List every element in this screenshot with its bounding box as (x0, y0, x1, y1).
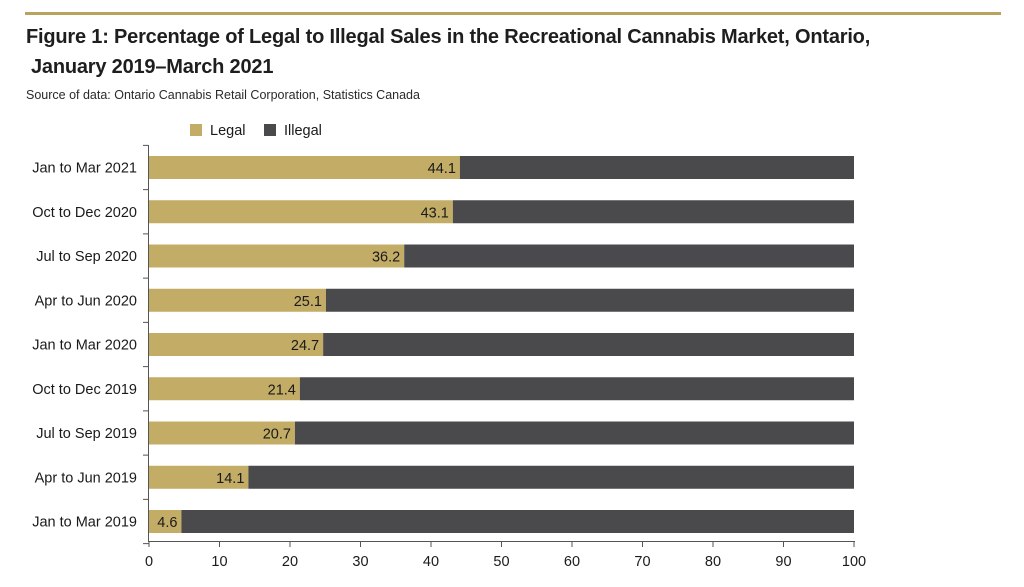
bar-legal (149, 421, 295, 445)
bar-illegal (452, 200, 854, 224)
bar-legal (149, 510, 182, 533)
x-tick-label: 40 (423, 554, 439, 570)
bar-legal (149, 333, 324, 356)
category-label: Jul to Sep 2019 (36, 426, 137, 442)
bar-value-label: 43.1 (421, 205, 449, 221)
bar-value-label: 14.1 (216, 471, 244, 487)
bar-value-label: 44.1 (428, 161, 456, 177)
chart-legend: Legal Illegal (190, 123, 322, 139)
category-label: Jan to Mar 2020 (32, 338, 137, 354)
bar-value-label: 25.1 (294, 294, 322, 310)
x-tick-label: 60 (564, 554, 580, 570)
x-tick-label: 100 (842, 554, 866, 570)
bar-value-label: 24.7 (291, 338, 319, 354)
x-tick-label: 90 (775, 554, 791, 570)
category-label: Jul to Sep 2020 (36, 249, 137, 265)
x-tick-label: 0 (145, 554, 153, 570)
bar-illegal (404, 244, 854, 268)
title-accent-rule (25, 12, 1001, 15)
bar-illegal (459, 156, 854, 179)
bar-illegal (325, 288, 855, 312)
category-label: Oct to Dec 2019 (32, 382, 137, 398)
chart-title-line-1: Figure 1: Percentage of Legal to Illegal… (26, 26, 871, 48)
bar-illegal (181, 510, 854, 533)
bar-value-label: 36.2 (372, 250, 400, 266)
bar-legal (149, 288, 326, 312)
x-tick-label: 20 (282, 554, 298, 570)
x-tick-label: 50 (493, 554, 509, 570)
bar-legal (149, 200, 453, 224)
y-axis: Jan to Mar 2021 Oct to Dec 2020 Jul to Sep… (32, 144, 149, 545)
bar-illegal (323, 333, 854, 356)
bar-illegal (294, 421, 854, 445)
legend-label-illegal: Illegal (284, 123, 322, 139)
bar-value-label: 4.6 (157, 515, 177, 531)
x-axis: 0 10 20 30 40 50 60 70 80 90 100 (145, 541, 866, 570)
bar-legal (149, 244, 405, 268)
bar-legal (149, 156, 460, 179)
legend-swatch-legal (190, 124, 202, 136)
x-tick-label: 70 (634, 554, 650, 570)
bar-legal (149, 465, 249, 489)
data-source-note: Source of data: Ontario Cannabis Retail … (26, 88, 420, 102)
chart-bars: 44.1 43.1 36.2 25.1 24.7 21.4 20.7 14.1 4.6 (149, 156, 855, 533)
chart-title-line-2: January 2019–March 2021 (31, 56, 274, 78)
x-tick-label: 30 (352, 554, 368, 570)
category-label: Apr to Jun 2019 (35, 470, 137, 486)
bar-illegal (248, 465, 854, 489)
bar-illegal (299, 377, 854, 401)
bar-value-label: 21.4 (268, 382, 296, 398)
x-tick-label: 80 (705, 554, 721, 570)
category-label: Jan to Mar 2021 (32, 161, 137, 177)
bar-value-label: 20.7 (263, 427, 291, 443)
category-label: Jan to Mar 2019 (32, 515, 137, 531)
x-tick-label: 10 (211, 554, 227, 570)
category-label: Apr to Jun 2020 (35, 293, 137, 309)
legend-swatch-illegal (264, 124, 276, 136)
category-label: Oct to Dec 2020 (32, 205, 137, 221)
legend-label-legal: Legal (210, 123, 245, 139)
chart-title: Figure 1: Percentage of Legal to Illegal… (26, 22, 966, 82)
bar-legal (149, 377, 300, 401)
